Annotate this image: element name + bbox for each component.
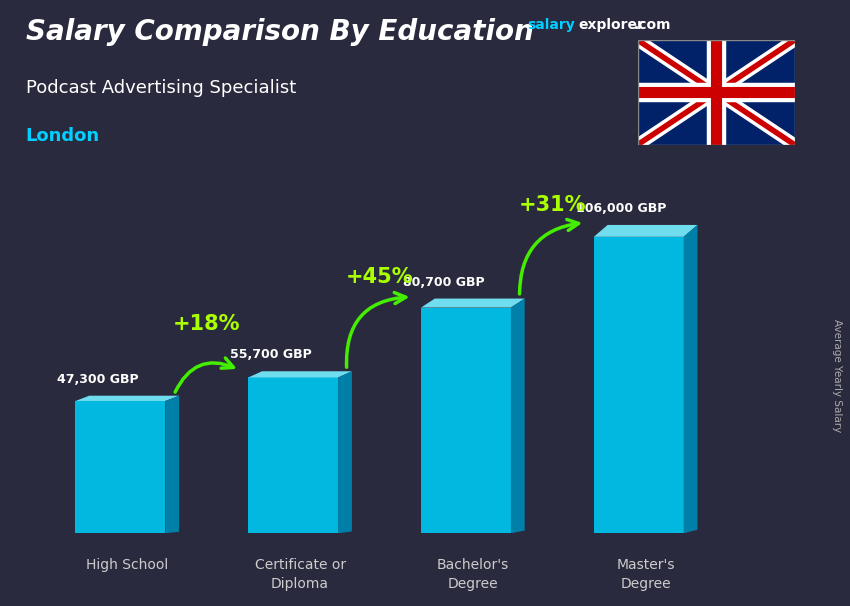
Polygon shape (683, 225, 698, 533)
Text: Average Yearly Salary: Average Yearly Salary (832, 319, 842, 432)
Text: Podcast Advertising Specialist: Podcast Advertising Specialist (26, 79, 296, 97)
Polygon shape (165, 396, 179, 533)
Text: 47,300 GBP: 47,300 GBP (57, 373, 139, 386)
Polygon shape (421, 299, 524, 308)
Polygon shape (511, 299, 524, 533)
Polygon shape (338, 371, 352, 533)
Text: +45%: +45% (346, 267, 413, 287)
Text: Bachelor's
Degree: Bachelor's Degree (437, 559, 509, 591)
Text: 55,700 GBP: 55,700 GBP (230, 348, 312, 361)
Polygon shape (594, 237, 683, 533)
Polygon shape (421, 308, 511, 533)
Text: Certificate or
Diploma: Certificate or Diploma (254, 559, 346, 591)
Polygon shape (76, 401, 165, 533)
Text: .com: .com (633, 18, 671, 32)
Polygon shape (248, 371, 352, 378)
Text: Master's
Degree: Master's Degree (616, 559, 675, 591)
Text: High School: High School (86, 559, 168, 573)
Polygon shape (248, 378, 338, 533)
Text: 106,000 GBP: 106,000 GBP (576, 202, 666, 215)
Polygon shape (594, 225, 698, 237)
Text: 80,700 GBP: 80,700 GBP (403, 276, 484, 288)
Polygon shape (76, 396, 179, 401)
Polygon shape (638, 40, 795, 145)
Text: +18%: +18% (173, 314, 241, 334)
Text: explorer: explorer (578, 18, 644, 32)
Text: London: London (26, 127, 99, 145)
Text: +31%: +31% (518, 195, 586, 215)
Text: Salary Comparison By Education: Salary Comparison By Education (26, 18, 534, 46)
Text: salary: salary (527, 18, 575, 32)
